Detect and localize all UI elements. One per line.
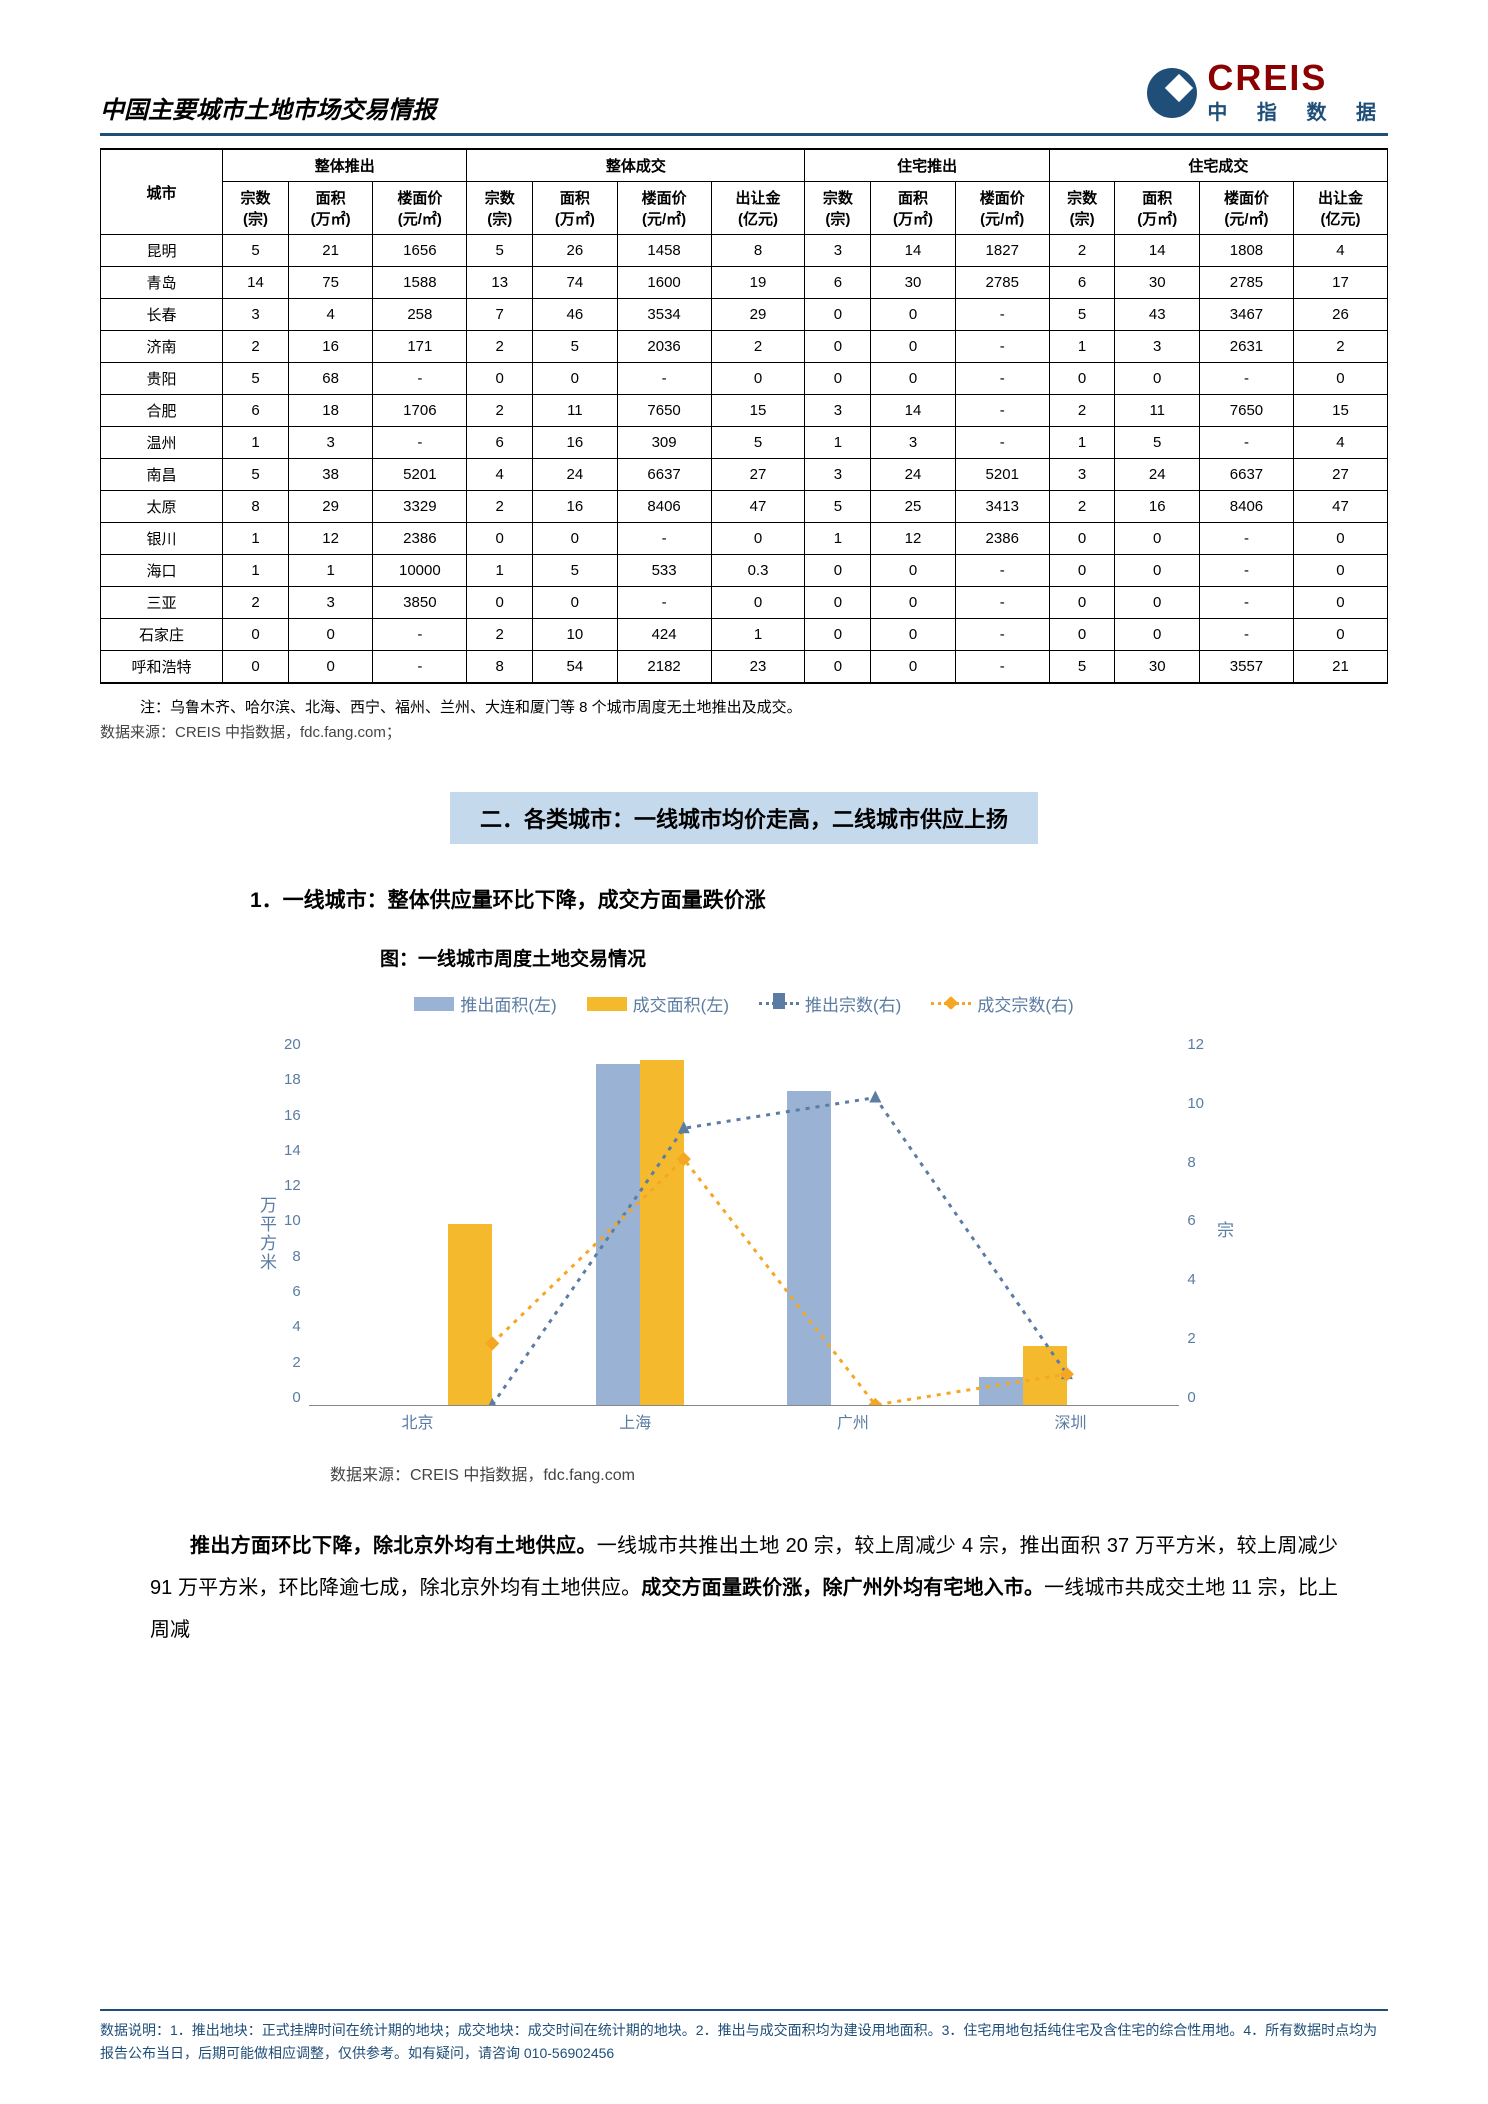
sub-header: 出让金(亿元) bbox=[1293, 182, 1387, 235]
bar-deal-area bbox=[640, 1060, 684, 1405]
table-row: 太原82933292168406475253413216840647 bbox=[101, 491, 1388, 523]
section-title: 二．各类城市：一线城市均价走高，二线城市供应上扬 bbox=[450, 792, 1038, 844]
table-row: 石家庄00-210424100-00-0 bbox=[101, 619, 1388, 651]
logo-icon bbox=[1147, 68, 1197, 118]
legend-push-count: 推出宗数(右) bbox=[805, 991, 901, 1016]
data-table: 城市 整体推出 整体成交 住宅推出 住宅成交 宗数(宗)面积(万㎡)楼面价(元/… bbox=[100, 148, 1388, 684]
chart: 推出面积(左) 成交面积(左) 推出宗数(右) 成交宗数(右) 万平方米 201… bbox=[284, 991, 1204, 1436]
table-row: 温州13-616309513-15-4 bbox=[101, 427, 1388, 459]
logo-cn: 中 指 数 据 bbox=[1207, 96, 1388, 125]
col-city: 城市 bbox=[101, 149, 223, 235]
y-left-label: 万平方米 bbox=[254, 1196, 279, 1272]
bar-push-area bbox=[979, 1377, 1023, 1405]
table-row: 银川112238600-0112238600-0 bbox=[101, 523, 1388, 555]
y-axis-left: 20181614121086420 bbox=[284, 1036, 309, 1436]
sub-header: 面积(万㎡) bbox=[1115, 182, 1200, 235]
table-row: 南昌53852014246637273245201324663727 bbox=[101, 459, 1388, 491]
table-note: 注：乌鲁木齐、哈尔滨、北海、西宁、福州、兰州、大连和厦门等 8 个城市周度无土地… bbox=[140, 696, 1388, 717]
table-row: 济南216171252036200-1326312 bbox=[101, 331, 1388, 363]
chart-source: 数据来源：CREIS 中指数据，fdc.fang.com bbox=[330, 1461, 1388, 1485]
bar-push-area bbox=[787, 1091, 831, 1405]
sub-header: 面积(万㎡) bbox=[871, 182, 956, 235]
bar-deal-area bbox=[448, 1224, 492, 1405]
table-row: 三亚23385000-000-00-0 bbox=[101, 587, 1388, 619]
sub-title: 1．一线城市：整体供应量环比下降，成交方面量跌价涨 bbox=[250, 884, 1388, 914]
body-paragraph: 推出方面环比下降，除北京外均有土地供应。一线城市共推出土地 20 宗，较上周减少… bbox=[150, 1525, 1338, 1651]
legend-push-area: 推出面积(左) bbox=[460, 991, 556, 1016]
page-header: 中国主要城市土地市场交易情报 CREIS 中 指 数 据 bbox=[100, 60, 1388, 136]
p2-bold: 成交方面量跌价涨，除广州外均有宅地入市。 bbox=[641, 1577, 1044, 1599]
y-right-label: 宗 bbox=[1217, 1216, 1234, 1241]
col-group-4: 住宅成交 bbox=[1049, 149, 1387, 182]
legend-deal-count: 成交宗数(右) bbox=[977, 991, 1073, 1016]
sub-header: 楼面价(元/㎡) bbox=[617, 182, 711, 235]
plot-area: 北京上海广州深圳 bbox=[309, 1036, 1180, 1406]
footer-note: 数据说明：1．推出地块：正式挂牌时间在统计期的地块；成交地块：成交时间在统计期的… bbox=[100, 2009, 1388, 2064]
sub-header: 楼面价(元/㎡) bbox=[1199, 182, 1293, 235]
table-row: 呼和浩特00-85421822300-530355721 bbox=[101, 651, 1388, 684]
legend-deal-area: 成交面积(左) bbox=[633, 991, 729, 1016]
col-group-2: 整体成交 bbox=[467, 149, 805, 182]
col-group-3: 住宅推出 bbox=[805, 149, 1049, 182]
sub-header: 楼面价(元/㎡) bbox=[955, 182, 1049, 235]
table-row: 长春3425874635342900-543346726 bbox=[101, 299, 1388, 331]
logo: CREIS 中 指 数 据 bbox=[1147, 60, 1388, 125]
chart-caption: 图：一线城市周度土地交易情况 bbox=[380, 944, 1388, 971]
table-row: 海口1110000155330.300-00-0 bbox=[101, 555, 1388, 587]
table-row: 合肥6181706211765015314-211765015 bbox=[101, 395, 1388, 427]
sub-header: 宗数(宗) bbox=[467, 182, 533, 235]
sub-header: 宗数(宗) bbox=[223, 182, 289, 235]
table-row: 青岛1475158813741600196302785630278517 bbox=[101, 267, 1388, 299]
table-row: 贵阳568-00-000-00-0 bbox=[101, 363, 1388, 395]
sub-header: 出让金(亿元) bbox=[711, 182, 805, 235]
bar-deal-area bbox=[1023, 1346, 1067, 1405]
y-axis-right: 121086420 bbox=[1179, 1036, 1204, 1436]
p1-bold: 推出方面环比下降，除北京外均有土地供应。 bbox=[190, 1535, 597, 1557]
chart-legend: 推出面积(左) 成交面积(左) 推出宗数(右) 成交宗数(右) bbox=[284, 991, 1204, 1016]
sub-header: 面积(万㎡) bbox=[533, 182, 618, 235]
sub-header: 宗数(宗) bbox=[805, 182, 871, 235]
col-group-1: 整体推出 bbox=[223, 149, 467, 182]
sub-header: 楼面价(元/㎡) bbox=[373, 182, 467, 235]
bar-push-area bbox=[596, 1064, 640, 1405]
sub-header: 宗数(宗) bbox=[1049, 182, 1115, 235]
table-source: 数据来源：CREIS 中指数据，fdc.fang.com； bbox=[100, 721, 1388, 742]
logo-en: CREIS bbox=[1207, 60, 1388, 96]
header-title: 中国主要城市土地市场交易情报 bbox=[100, 90, 436, 125]
sub-header: 面积(万㎡) bbox=[288, 182, 373, 235]
table-row: 昆明521165652614588314182721418084 bbox=[101, 235, 1388, 267]
